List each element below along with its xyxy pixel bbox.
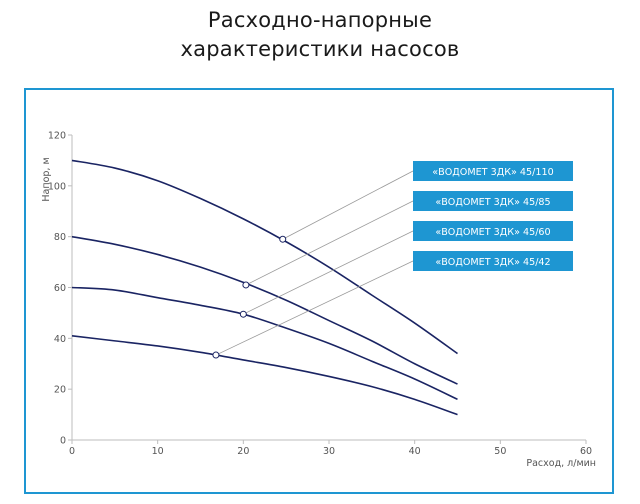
x-tick-label: 20 [237,446,249,457]
y-tick-label: 0 [60,436,66,447]
chart-title-line-1: Расходно-напорные [207,8,433,32]
curve-marker [242,281,250,289]
curve-line [71,159,458,355]
x-tick-label: 30 [323,446,335,457]
x-tick-label: 50 [494,446,506,457]
y-tick-label: 40 [54,334,66,345]
curve-marker [239,310,247,318]
leader-line [245,200,414,286]
legend-label: «ВОДОМЕТ 3ДК» 45/110 [432,167,553,178]
y-tick-label: 60 [54,283,66,294]
curve-line [71,235,458,385]
x-axis-label: Расход, л/мин [526,458,596,469]
legend-entry [413,251,573,271]
leader-line [282,170,414,240]
leader-line [243,230,414,315]
chart-frame [24,88,614,494]
chart-title: Расходно-напорные характеристики насосов [0,6,640,64]
legend-label: «ВОДОМЕТ 3ДК» 45/42 [435,257,550,268]
leader-line [215,260,414,356]
x-tick-label: 0 [69,446,75,457]
y-tick-label: 80 [54,232,66,243]
x-tick-label: 60 [580,446,592,457]
legend-entry [413,161,573,181]
y-tick-label: 120 [48,131,66,142]
legend-entry [413,191,573,211]
x-tick-label: 40 [409,446,421,457]
legend-label: «ВОДОМЕТ 3ДК» 45/60 [435,227,550,238]
legend-label: «ВОДОМЕТ 3ДК» 45/85 [435,197,550,208]
y-tick-label: 100 [48,181,66,192]
legend-entry [413,221,573,241]
y-tick-label: 20 [54,385,66,396]
y-axis-label: Напор, м [41,157,52,201]
chart-title-line-2: характеристики насосов [180,37,460,61]
curve-line [71,334,458,416]
curve-marker [212,351,220,359]
curve-marker [279,235,287,243]
curve-line [71,286,458,401]
x-tick-label: 10 [152,446,164,457]
